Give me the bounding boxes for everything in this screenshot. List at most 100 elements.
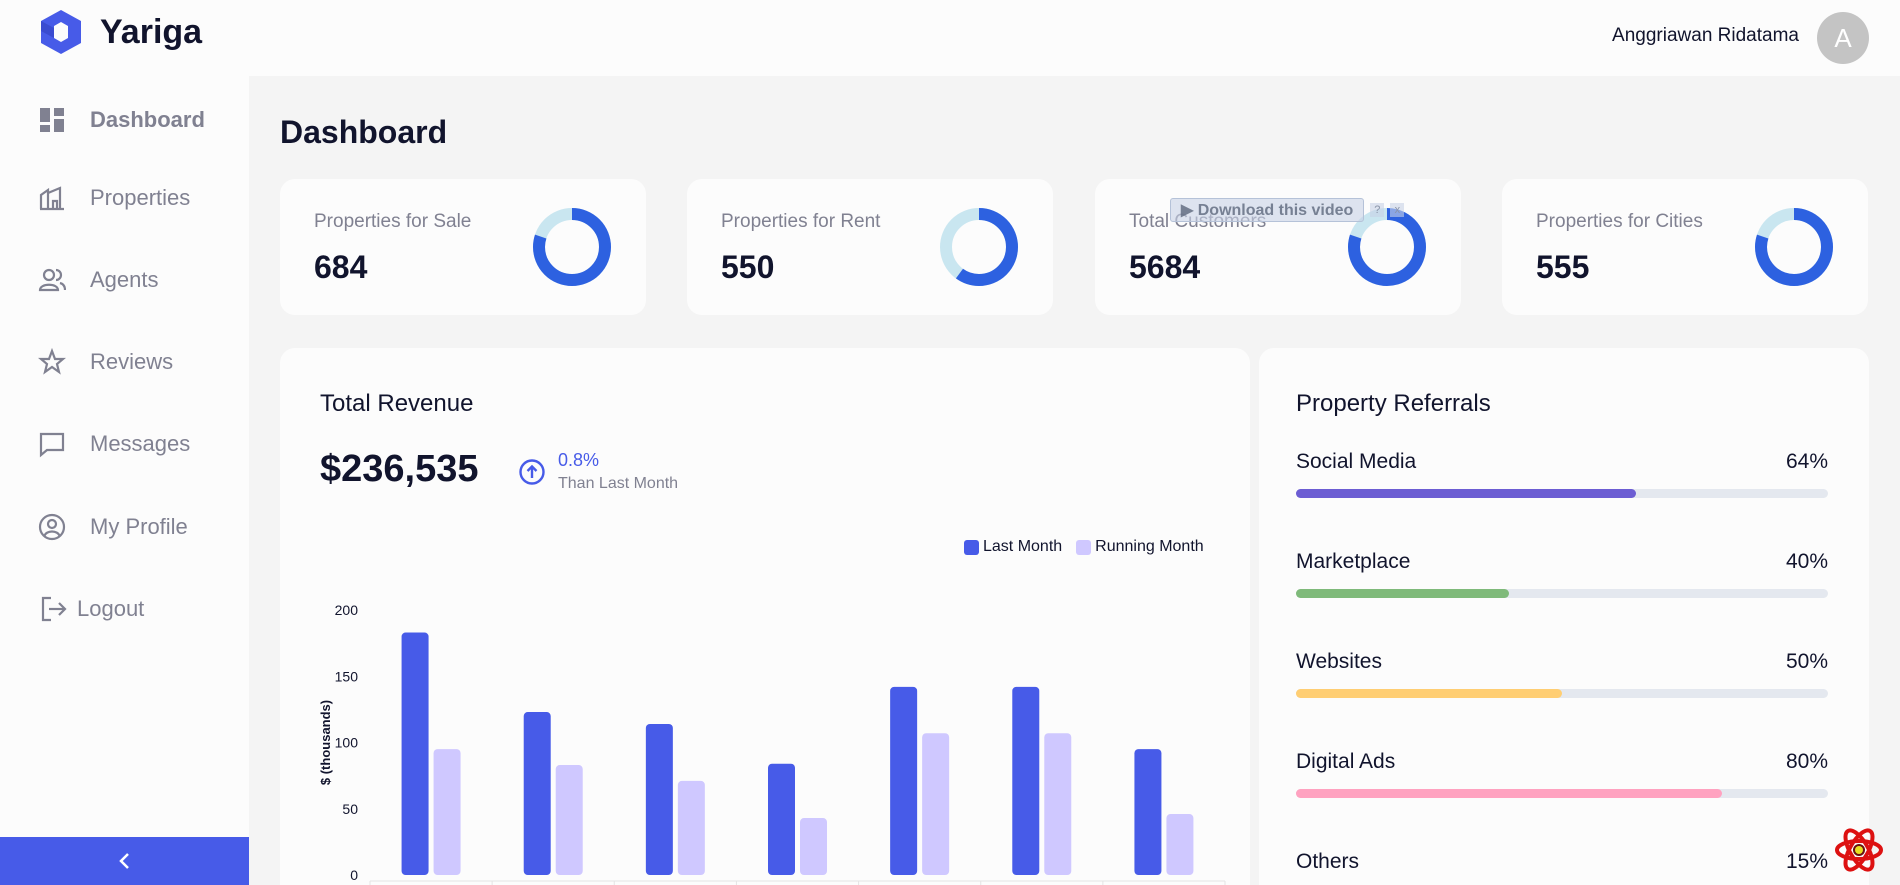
referrals-card: Property Referrals Social Media 64% Market… xyxy=(1259,348,1869,885)
stat-value: 550 xyxy=(721,249,775,285)
sidebar-item-label: Messages xyxy=(90,431,191,456)
bar-running-month-feb[interactable] xyxy=(555,765,583,875)
referral-progress-track xyxy=(1296,489,1828,498)
referral-percent: 80% xyxy=(1785,750,1828,773)
react-devtools-icon[interactable] xyxy=(1833,826,1885,874)
revenue-title: Total Revenue xyxy=(320,390,474,417)
donut-chart xyxy=(940,208,1018,286)
stat-card-rent: Properties for Rent 550 xyxy=(687,179,1053,315)
sidebar-item-label: My Profile xyxy=(90,514,188,539)
main-content: Dashboard Properties for Sale 684 Proper… xyxy=(249,76,1900,885)
chevron-left-icon xyxy=(118,853,129,869)
donut-fill xyxy=(1755,208,1833,286)
referral-name: Social Media xyxy=(1296,450,1417,473)
brand-name: Yariga xyxy=(100,12,203,51)
stat-value: 555 xyxy=(1536,249,1590,285)
sidebar: Yariga Dashboard Properties Agents xyxy=(0,0,249,885)
y-tick-label: 0 xyxy=(350,867,358,883)
sidebar-item-logout[interactable]: Logout xyxy=(0,585,249,633)
stat-card-sale: Properties for Sale 684 xyxy=(280,179,646,315)
referral-progress-fill xyxy=(1296,789,1722,798)
referral-progress-track xyxy=(1296,589,1828,598)
stat-label: Properties for Sale xyxy=(314,211,472,232)
legend-swatch xyxy=(964,539,979,555)
bar-running-month-jul[interactable] xyxy=(1166,814,1194,875)
referral-name: Others xyxy=(1296,850,1360,873)
referral-row-websites: Websites 50% xyxy=(1296,650,1828,720)
donut-fill xyxy=(940,208,1018,286)
referral-percent: 40% xyxy=(1785,550,1828,573)
stat-card-cities: Properties for Cities 555 xyxy=(1502,179,1868,315)
top-header: Anggriawan Ridatama A xyxy=(249,0,1900,76)
referral-percent: 15% xyxy=(1785,850,1828,873)
referrals-title: Property Referrals xyxy=(1296,390,1491,417)
bar-last-month-apr[interactable] xyxy=(768,763,795,875)
revenue-change: 0.8% xyxy=(558,450,600,470)
revenue-card: Total Revenue $236,535 0.8% Than Last Mo… xyxy=(280,348,1250,885)
stat-label: Properties for Cities xyxy=(1536,211,1703,232)
legend-label: Running Month xyxy=(1095,538,1204,555)
sidebar-item-properties[interactable]: Properties xyxy=(0,174,249,222)
download-video-overlay: ▶ Download this video ? x xyxy=(1170,198,1410,222)
star-icon xyxy=(38,348,66,375)
sidebar-item-messages[interactable]: Messages xyxy=(0,420,249,468)
sidebar-collapse-button[interactable] xyxy=(0,837,249,885)
chart-legend: Last Month Running Month xyxy=(964,538,1204,556)
bar-last-month-mar[interactable] xyxy=(645,723,673,875)
referral-row-social-media: Social Media 64% xyxy=(1296,450,1828,520)
bar-last-month-may[interactable] xyxy=(890,686,918,875)
donut-chart xyxy=(533,208,611,286)
sidebar-item-my-profile[interactable]: My Profile xyxy=(0,503,249,551)
referral-name: Digital Ads xyxy=(1296,750,1396,773)
y-tick-label: 100 xyxy=(335,735,359,751)
stat-value: 684 xyxy=(314,249,368,285)
help-icon[interactable]: ? xyxy=(1370,203,1385,217)
bar-last-month-feb[interactable] xyxy=(523,712,551,875)
referral-progress-fill xyxy=(1296,689,1562,698)
revenue-amount: $236,535 xyxy=(320,448,479,490)
referral-progress-track xyxy=(1296,689,1828,698)
referral-progress-track xyxy=(1296,789,1828,798)
message-icon xyxy=(39,432,65,458)
donut-fill xyxy=(1348,208,1426,286)
referral-row-others: Others 15% xyxy=(1296,850,1828,885)
logo[interactable]: Yariga xyxy=(36,8,202,56)
avatar[interactable]: A xyxy=(1817,12,1869,64)
close-icon[interactable]: x xyxy=(1390,203,1405,217)
profile-icon xyxy=(38,513,66,541)
donut-fill xyxy=(533,208,611,286)
sidebar-item-reviews[interactable]: Reviews xyxy=(0,338,249,386)
arrow-up-circle-icon xyxy=(519,459,545,485)
bar-running-month-jan[interactable] xyxy=(433,749,461,875)
referral-row-marketplace: Marketplace 40% xyxy=(1296,550,1828,620)
referral-row-digital-ads: Digital Ads 80% xyxy=(1296,750,1828,820)
stat-label: Properties for Rent xyxy=(721,211,881,232)
y-tick-label: 200 xyxy=(335,602,359,618)
dashboard-icon xyxy=(40,108,64,132)
bar-last-month-jan[interactable] xyxy=(401,632,429,875)
stat-value: 5684 xyxy=(1129,249,1201,285)
sidebar-item-label: Dashboard xyxy=(90,107,205,132)
bar-running-month-apr[interactable] xyxy=(800,818,827,875)
bar-last-month-jul[interactable] xyxy=(1134,749,1162,875)
sidebar-item-label: Properties xyxy=(90,185,191,210)
download-video-button[interactable]: ▶ Download this video xyxy=(1170,198,1365,222)
referral-percent: 64% xyxy=(1785,450,1828,473)
referral-percent: 50% xyxy=(1785,650,1828,673)
page-title: Dashboard xyxy=(280,114,448,150)
sidebar-item-dashboard[interactable]: Dashboard xyxy=(0,96,249,144)
bar-running-month-jun[interactable] xyxy=(1044,733,1072,875)
bar-running-month-may[interactable] xyxy=(922,733,950,875)
legend-item-last-month[interactable]: Last Month xyxy=(964,538,1062,556)
bar-running-month-mar[interactable] xyxy=(677,780,705,875)
legend-item-running-month[interactable]: Running Month xyxy=(1076,538,1204,556)
user-name: Anggriawan Ridatama xyxy=(1612,25,1799,46)
revenue-bar-chart: $ (thousands)050100150200JanFebMarAprMay… xyxy=(318,602,1226,885)
donut-chart xyxy=(1348,208,1426,286)
bar-last-month-jun[interactable] xyxy=(1012,686,1040,875)
y-tick-label: 150 xyxy=(335,668,359,684)
y-tick-label: 50 xyxy=(342,801,358,817)
sidebar-item-agents[interactable]: Agents xyxy=(0,256,249,304)
sidebar-item-label: Reviews xyxy=(90,349,174,374)
legend-label: Last Month xyxy=(983,538,1063,555)
